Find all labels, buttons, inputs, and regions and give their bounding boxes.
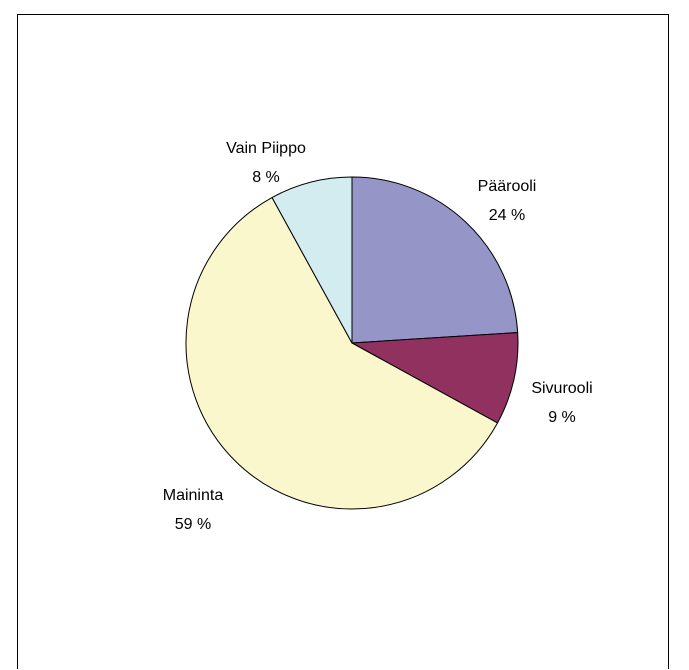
slice-value-vain-piippo: 8 % [252,169,280,186]
slice-label-sivurooli: Sivurooli [531,380,592,397]
slice-label-paarooli: Päärooli [478,178,537,195]
chart-frame: Päärooli 24 % Sivurooli 9 % Maininta 59 … [17,14,669,669]
pie-slice-paarooli [352,177,518,343]
pie-slices [186,177,518,509]
slice-value-sivurooli: 9 % [548,409,576,426]
slice-value-paarooli: 24 % [489,207,525,224]
pie-chart: Päärooli 24 % Sivurooli 9 % Maininta 59 … [18,15,670,670]
slice-label-maininta: Maininta [163,487,224,504]
slice-value-maininta: 59 % [175,516,211,533]
slice-label-vain-piippo: Vain Piippo [226,140,306,157]
